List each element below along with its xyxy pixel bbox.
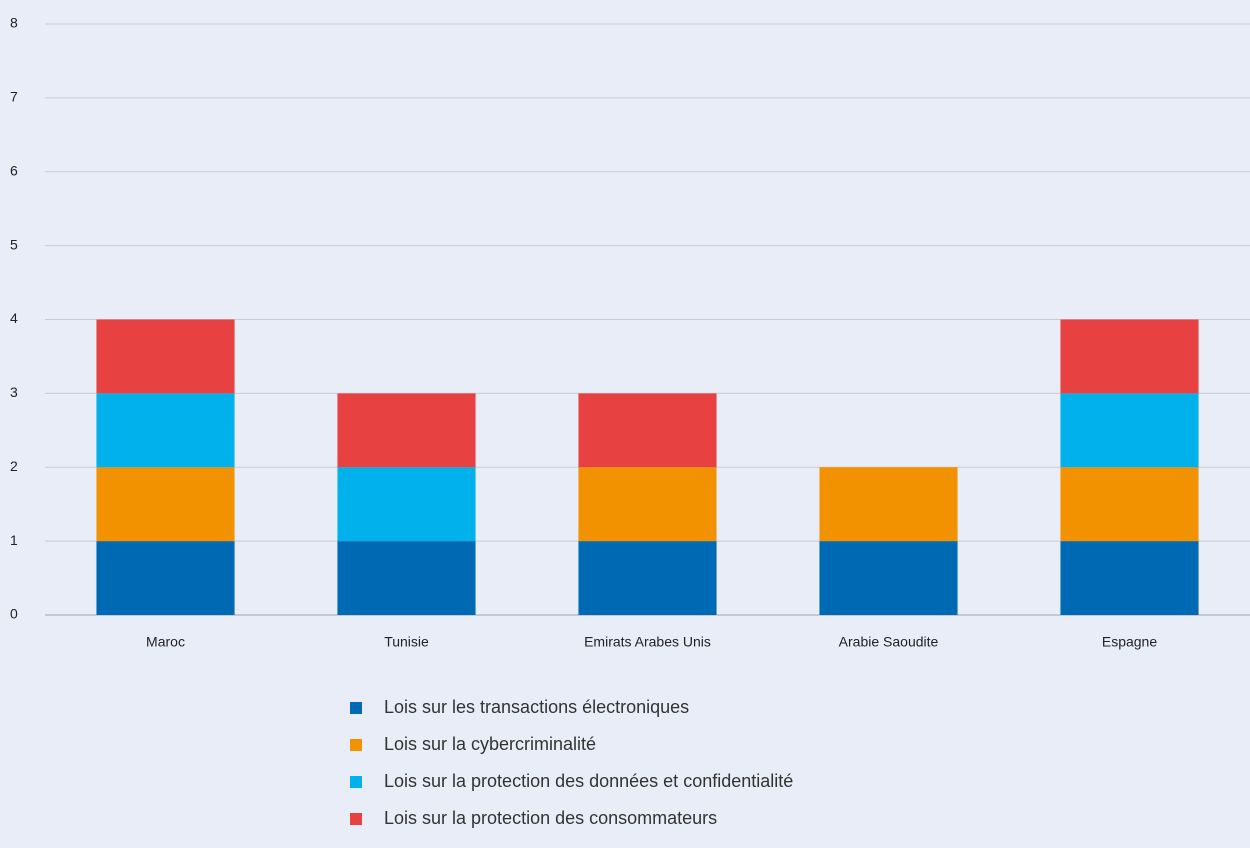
bar-segment [96, 319, 235, 394]
bar-segment [96, 393, 235, 468]
bar-segment [578, 467, 717, 542]
x-tick-label: Maroc [146, 634, 185, 650]
bar-segment [578, 541, 717, 615]
x-tick-label: Tunisie [384, 634, 429, 650]
legend-label: Lois sur la protection des données et co… [384, 771, 793, 791]
legend-label: Lois sur la cybercriminalité [384, 734, 596, 754]
legend-swatch [350, 776, 362, 788]
x-tick-label: Arabie Saoudite [839, 634, 939, 650]
y-tick-label: 2 [10, 458, 18, 474]
y-tick-label: 8 [10, 15, 18, 31]
legend-swatch [350, 813, 362, 825]
legend-label: Lois sur les transactions électroniques [384, 697, 689, 717]
y-tick-label: 1 [10, 532, 18, 548]
y-tick-label: 6 [10, 162, 18, 178]
bar-segment [337, 541, 476, 615]
bar-segment [819, 541, 958, 615]
x-tick-label: Emirats Arabes Unis [584, 634, 711, 650]
y-tick-label: 4 [10, 310, 18, 326]
x-tick-label: Espagne [1102, 634, 1157, 650]
legend-label: Lois sur la protection des consommateurs [384, 808, 717, 828]
y-tick-label: 0 [10, 606, 18, 622]
bar-segment [578, 393, 717, 468]
bar-segment [337, 393, 476, 468]
bar-segment [96, 541, 235, 615]
bar-segment [819, 467, 958, 542]
bar-segment [1060, 467, 1199, 542]
bar-segment [1060, 393, 1199, 468]
bar-segment [1060, 541, 1199, 615]
bar-segment [337, 467, 476, 542]
legend-swatch [350, 702, 362, 714]
bar-segment [96, 467, 235, 542]
bar-segment [1060, 319, 1199, 394]
y-tick-label: 5 [10, 236, 18, 252]
y-tick-label: 3 [10, 384, 18, 400]
y-tick-label: 7 [10, 89, 18, 105]
legend-swatch [350, 739, 362, 751]
